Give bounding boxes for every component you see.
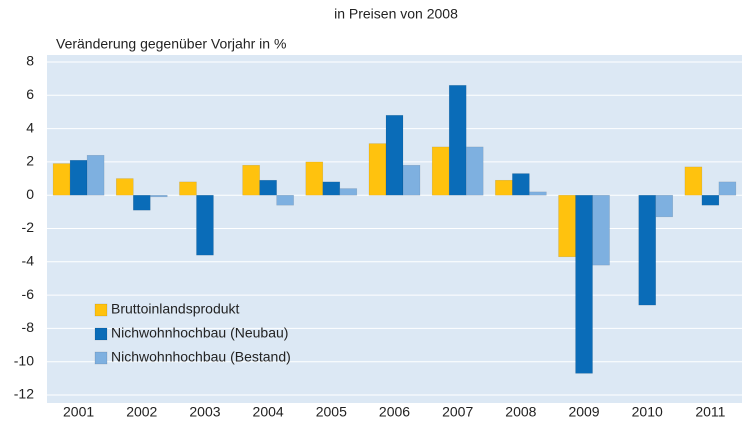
y-tick-label: -6 [22, 286, 35, 302]
bar [529, 191, 547, 196]
y-tick-label: -12 [14, 386, 34, 402]
bar [276, 194, 294, 206]
legend-label: Bruttoinlandsprodukt [111, 301, 240, 317]
y-tick-label: -8 [22, 319, 35, 335]
bar [655, 194, 673, 218]
bar [150, 194, 168, 198]
bar [242, 164, 260, 196]
x-tick-label: 2008 [505, 404, 536, 420]
bar [322, 181, 341, 196]
y-tick-label: 4 [26, 119, 34, 135]
bar [575, 194, 593, 374]
bar [368, 143, 387, 196]
bar [718, 181, 737, 196]
x-tick-label: 2010 [632, 404, 663, 420]
bar [638, 194, 656, 306]
bar [259, 179, 277, 196]
bar [339, 188, 358, 196]
bar [431, 146, 450, 196]
y-tick-label: 6 [26, 86, 34, 102]
bar [116, 178, 134, 196]
bar [592, 194, 610, 266]
bar [701, 194, 720, 206]
bar [69, 159, 88, 196]
bar [196, 194, 214, 256]
legend-swatch [94, 327, 108, 341]
bar [305, 161, 324, 196]
x-tick-label: 2006 [379, 404, 410, 420]
bar [465, 146, 484, 196]
bar [385, 115, 404, 196]
x-tick-label: 2004 [253, 404, 284, 420]
bar [179, 181, 197, 196]
bar [448, 85, 467, 196]
y-tick-label: -4 [22, 253, 35, 269]
chart-title: in Preisen von 2008 [334, 6, 458, 22]
bar [402, 164, 421, 196]
legend-label: Nichwohnhochbau (Bestand) [111, 349, 291, 365]
legend-label: Nichwohnhochbau (Neubau) [111, 325, 288, 341]
y-tick-label: -2 [22, 219, 35, 235]
y-tick-label: 0 [26, 186, 34, 202]
x-tick-label: 2011 [695, 404, 725, 420]
x-tick-label: 2009 [568, 404, 599, 420]
x-tick-label: 2002 [126, 404, 157, 420]
y-axis-label: Veränderung gegenüber Vorjahr in % [56, 36, 286, 52]
bar [133, 194, 151, 211]
bar [52, 163, 71, 196]
bar [558, 194, 576, 258]
bar [86, 154, 105, 196]
legend-swatch [94, 303, 108, 317]
y-tick-label: -10 [14, 352, 34, 368]
bar [512, 173, 530, 196]
x-tick-label: 2003 [189, 404, 220, 420]
y-tick-label: 8 [26, 53, 34, 69]
x-tick-label: 2007 [442, 404, 473, 420]
bar [495, 179, 513, 196]
legend-swatch [94, 351, 108, 365]
y-tick-label: 2 [26, 153, 34, 169]
x-tick-label: 2001 [63, 404, 94, 420]
x-tick-label: 2005 [316, 404, 347, 420]
bar [684, 166, 703, 196]
